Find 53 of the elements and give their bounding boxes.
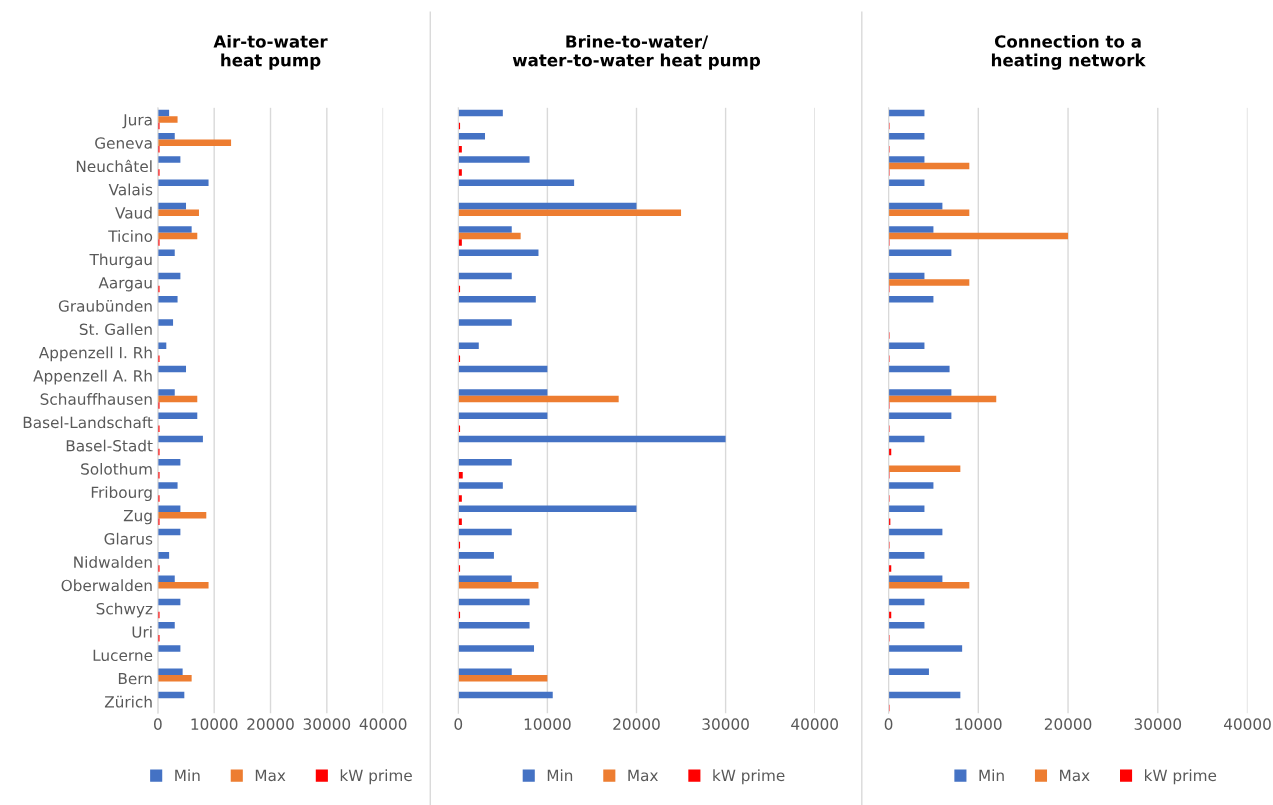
y-tick-label: Schwyz [96, 602, 153, 618]
x-tick-label: 30000 [702, 718, 749, 730]
y-tick-label: Appenzell A. Rh [33, 369, 152, 385]
chart-title: Air-to-water heat pump [213, 34, 328, 70]
x-tick-label: 20000 [1044, 718, 1092, 730]
y-tick-label: Fribourg [91, 486, 152, 502]
x-tick-label: 0 [884, 718, 893, 730]
y-tick-label: Ticino [108, 230, 153, 242]
y-tick-label: Graubünden [58, 299, 152, 312]
y-tick-label: Uri [132, 625, 152, 638]
y-tick-label: St. Gallen [79, 323, 152, 336]
y-tick-label: Nidwalden [74, 556, 152, 568]
x-tick-label: 10000 [191, 718, 238, 730]
y-tick-label: Zürich [104, 695, 152, 708]
y-tick-label: Solothum [81, 462, 152, 475]
x-tick-label: 20000 [247, 718, 294, 730]
legend-label: Min [979, 769, 1004, 781]
y-tick-label: Aargau [98, 277, 152, 292]
legend-label: kW prime [1145, 769, 1217, 785]
legend-label: kW prime [340, 769, 412, 785]
legend-label: Max [1060, 769, 1090, 782]
x-tick-label: 30000 [303, 718, 351, 730]
chart-title: Brine-to-water/ water-to-water heat pump [512, 34, 761, 70]
y-tick-label: Zug [123, 509, 152, 525]
y-tick-label: Basel-Landschaft [23, 416, 153, 429]
y-tick-label: Glarus [104, 532, 153, 545]
y-tick-label: Lucerne [93, 649, 153, 662]
y-tick-label: Jura [122, 114, 152, 129]
y-tick-label: Geneva [95, 137, 152, 149]
y-tick-label: Bern [118, 672, 152, 685]
legend-label: Max [628, 769, 658, 782]
y-tick-label: Thurgau [89, 253, 152, 269]
x-tick-label: 20000 [613, 718, 660, 730]
x-tick-label: 0 [454, 718, 463, 730]
x-tick-label: 0 [154, 718, 162, 730]
chart-title: Connection to a heating network [991, 34, 1146, 70]
x-tick-label: 40000 [1223, 718, 1271, 730]
y-tick-label: Appenzell I. Rh [38, 346, 152, 362]
x-tick-label: 30000 [1134, 718, 1182, 730]
x-tick-label: 10000 [524, 718, 571, 730]
legend-label: Max [255, 769, 286, 782]
legend-label: kW prime [713, 769, 785, 785]
legend-label: Min [175, 769, 200, 781]
y-tick-label: Schauffhausen [40, 393, 152, 405]
x-tick-label: 10000 [955, 718, 1002, 730]
y-tick-label: Vaud [115, 206, 152, 219]
y-tick-label: Neuchâtel [76, 159, 152, 173]
legend-label: Min [547, 769, 573, 781]
y-tick-label: Oberwalden [61, 579, 152, 592]
y-tick-label: Valais [108, 183, 153, 196]
x-tick-label: 40000 [791, 718, 839, 730]
y-tick-label: Basel-Stadt [66, 439, 153, 452]
x-tick-label: 40000 [359, 718, 407, 730]
